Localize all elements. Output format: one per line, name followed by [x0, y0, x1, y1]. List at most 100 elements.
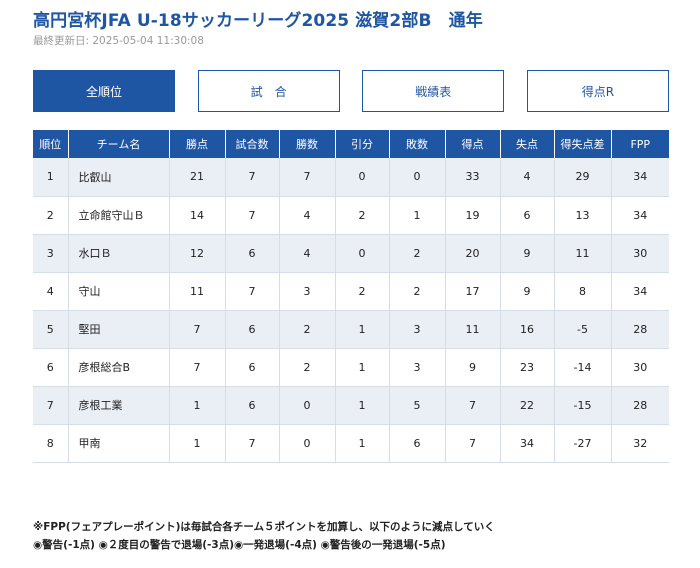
cell-played: 7	[225, 272, 280, 311]
cell-rank: 1	[33, 158, 69, 197]
cell-fpp: 30	[611, 234, 669, 273]
cell-team: 彦根総合B	[68, 348, 170, 387]
cell-draws: 2	[335, 196, 390, 235]
column-header-goals-for: 得点	[445, 130, 501, 158]
column-header-rank: 順位	[33, 130, 69, 158]
cell-fpp: 28	[611, 386, 669, 425]
cell-losses: 2	[389, 272, 446, 311]
cell-draws: 0	[335, 158, 390, 197]
cell-goal-difference: 13	[554, 196, 612, 235]
cell-fpp: 30	[611, 348, 669, 387]
fpp-deduction-rules: ◉警告(-1点) ◉２度目の警告で退場(-3点)◉一発退場(-4点) ◉警告後の…	[33, 539, 446, 551]
cell-fpp: 32	[611, 424, 669, 463]
column-header-goals-against: 失点	[500, 130, 555, 158]
cell-fpp: 34	[611, 272, 669, 311]
cell-goals-for: 20	[445, 234, 501, 273]
cell-losses: 2	[389, 234, 446, 273]
tab-scorer-ranking[interactable]: 得点R	[526, 70, 669, 112]
cell-wins: 3	[279, 272, 336, 311]
cell-points: 1	[169, 424, 226, 463]
cell-played: 6	[225, 234, 280, 273]
cell-played: 6	[225, 386, 280, 425]
cell-team: 立命館守山Ｂ	[68, 196, 170, 235]
cell-losses: 6	[389, 424, 446, 463]
cell-rank: 4	[33, 272, 69, 311]
page-title: 高円宮杯JFA U-18サッカーリーグ2025 滋賀2部B 通年	[33, 11, 483, 31]
cell-losses: 0	[389, 158, 446, 197]
cell-goals-against: 23	[500, 348, 555, 387]
view-tabs: 全順位 試 合 戦績表 得点R	[33, 70, 669, 112]
cell-points: 7	[169, 310, 226, 349]
table-row: 3 水口Ｂ 12 6 4 0 2 20 9 11 30	[33, 234, 669, 273]
cell-goals-against: 4	[500, 158, 555, 197]
cell-goals-for: 7	[445, 386, 501, 425]
table-row: 5 堅田 7 6 2 1 3 11 16 -5 28	[33, 310, 669, 349]
column-header-fpp: FPP	[611, 130, 669, 158]
cell-draws: 1	[335, 386, 390, 425]
table-header-row: 順位 チーム名 勝点 試合数 勝数 引分 敗数 得点 失点 得失点差 FPP	[33, 130, 669, 158]
standings-table: 順位 チーム名 勝点 試合数 勝数 引分 敗数 得点 失点 得失点差 FPP 1…	[33, 130, 669, 463]
cell-goal-difference: -15	[554, 386, 612, 425]
cell-points: 7	[169, 348, 226, 387]
cell-draws: 1	[335, 348, 390, 387]
cell-losses: 5	[389, 386, 446, 425]
table-row: 2 立命館守山Ｂ 14 7 4 2 1 19 6 13 34	[33, 196, 669, 235]
cell-goals-against: 34	[500, 424, 555, 463]
column-header-losses: 敗数	[389, 130, 446, 158]
cell-losses: 3	[389, 310, 446, 349]
cell-points: 12	[169, 234, 226, 273]
cell-goals-for: 33	[445, 158, 501, 197]
cell-played: 6	[225, 348, 280, 387]
column-header-team: チーム名	[68, 130, 170, 158]
cell-wins: 0	[279, 386, 336, 425]
cell-rank: 3	[33, 234, 69, 273]
column-header-goal-difference: 得失点差	[554, 130, 612, 158]
cell-goals-for: 19	[445, 196, 501, 235]
tab-standings[interactable]: 全順位	[33, 70, 175, 112]
cell-goals-against: 16	[500, 310, 555, 349]
cell-points: 21	[169, 158, 226, 197]
cell-played: 6	[225, 310, 280, 349]
cell-team: 水口Ｂ	[68, 234, 170, 273]
cell-wins: 7	[279, 158, 336, 197]
column-header-played: 試合数	[225, 130, 280, 158]
tab-matches[interactable]: 試 合	[197, 70, 340, 112]
cell-team: 比叡山	[68, 158, 170, 197]
cell-wins: 4	[279, 196, 336, 235]
column-header-points: 勝点	[169, 130, 226, 158]
cell-points: 1	[169, 386, 226, 425]
column-header-wins: 勝数	[279, 130, 336, 158]
cell-fpp: 28	[611, 310, 669, 349]
cell-draws: 1	[335, 424, 390, 463]
cell-wins: 2	[279, 310, 336, 349]
cell-losses: 3	[389, 348, 446, 387]
last-updated-timestamp: 最終更新日: 2025-05-04 11:30:08	[33, 35, 204, 47]
cell-draws: 2	[335, 272, 390, 311]
cell-goals-for: 9	[445, 348, 501, 387]
cell-played: 7	[225, 196, 280, 235]
cell-goal-difference: 8	[554, 272, 612, 311]
column-header-draws: 引分	[335, 130, 390, 158]
tab-results-grid[interactable]: 戦績表	[362, 70, 505, 112]
cell-played: 7	[225, 424, 280, 463]
table-row: 1 比叡山 21 7 7 0 0 33 4 29 34	[33, 158, 669, 197]
cell-goal-difference: -5	[554, 310, 612, 349]
cell-rank: 6	[33, 348, 69, 387]
cell-team: 彦根工業	[68, 386, 170, 425]
cell-team: 甲南	[68, 424, 170, 463]
cell-fpp: 34	[611, 158, 669, 197]
cell-goals-for: 11	[445, 310, 501, 349]
cell-wins: 2	[279, 348, 336, 387]
cell-goals-against: 9	[500, 234, 555, 273]
cell-goal-difference: -14	[554, 348, 612, 387]
cell-goals-for: 7	[445, 424, 501, 463]
fpp-note: ※FPP(フェアプレーポイント)は毎試合各チーム５ポイントを加算し、以下のように…	[33, 521, 495, 533]
cell-points: 14	[169, 196, 226, 235]
cell-rank: 7	[33, 386, 69, 425]
cell-rank: 2	[33, 196, 69, 235]
cell-wins: 0	[279, 424, 336, 463]
cell-draws: 1	[335, 310, 390, 349]
cell-goals-against: 6	[500, 196, 555, 235]
cell-goal-difference: 29	[554, 158, 612, 197]
cell-draws: 0	[335, 234, 390, 273]
